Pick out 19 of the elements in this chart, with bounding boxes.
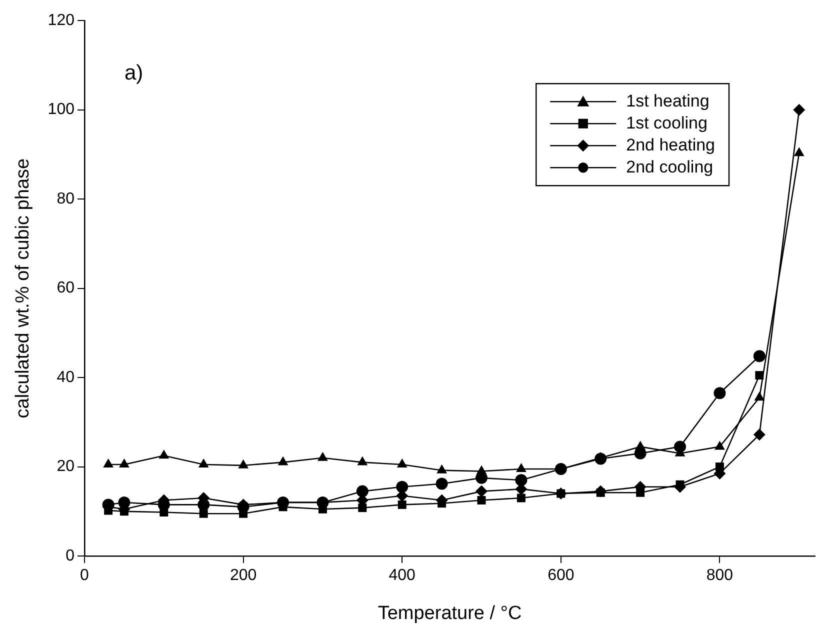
y-tick-label: 100 (48, 101, 75, 118)
x-tick-label: 600 (548, 567, 574, 584)
y-tick-label: 80 (56, 190, 75, 208)
y-tick-label: 60 (56, 280, 75, 297)
y-tick-label: 120 (48, 12, 75, 30)
x-tick-label: 0 (80, 567, 90, 584)
x-tick-label: 200 (230, 567, 257, 584)
legend-label: 2nd cooling (626, 157, 714, 176)
y-axis-title: calculated wt.% of cubic phase (12, 158, 34, 418)
legend-label: 1st cooling (626, 113, 708, 132)
y-tick-label: 0 (66, 547, 75, 564)
legend-label: 1st heating (626, 91, 710, 110)
y-tick-label: 40 (56, 368, 75, 386)
y-tick-label: 20 (56, 458, 75, 476)
x-tick-label: 800 (706, 567, 734, 584)
x-axis-title: Temperature / °C (378, 602, 522, 624)
legend-label: 2nd heating (626, 135, 716, 154)
x-tick-label: 400 (388, 567, 416, 584)
annotation: a) (124, 62, 144, 85)
